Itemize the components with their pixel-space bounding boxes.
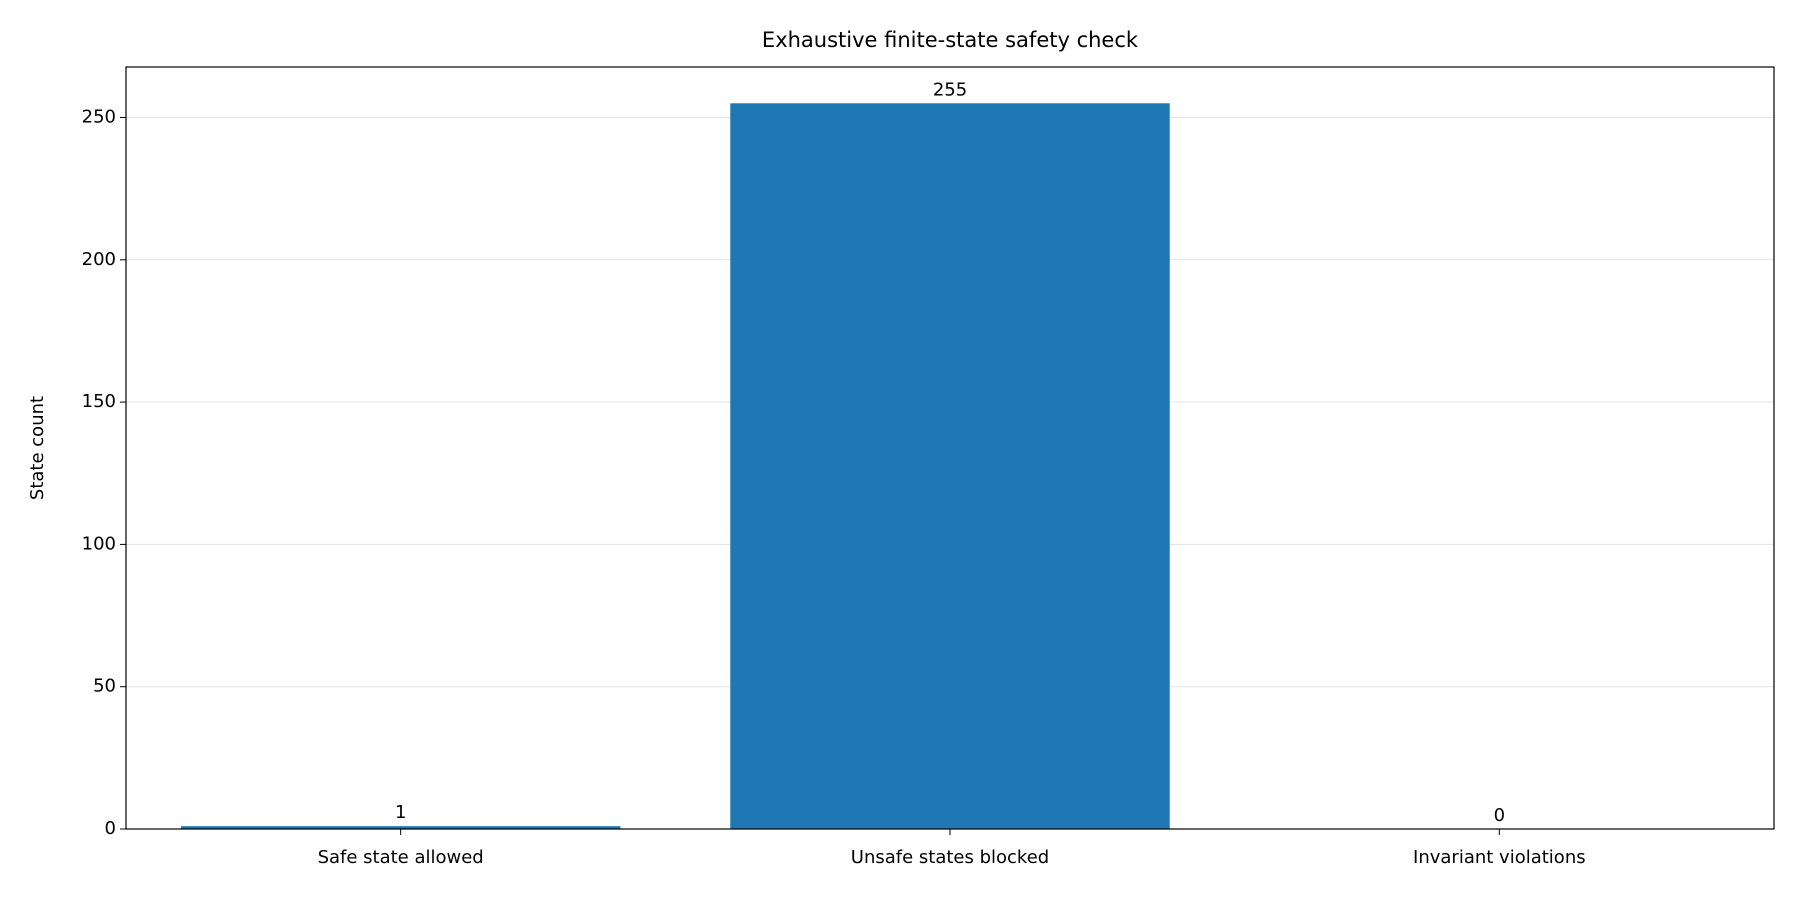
y-tick-label: 100 xyxy=(82,533,116,554)
y-axis-label: State count xyxy=(27,396,48,500)
y-tick-label: 0 xyxy=(105,818,116,839)
x-tick-label: Safe state allowed xyxy=(318,847,484,868)
value-label: 255 xyxy=(933,79,967,100)
x-tick-label: Unsafe states blocked xyxy=(851,847,1049,868)
y-tick-label: 150 xyxy=(82,391,116,412)
x-tick-label: Invariant violations xyxy=(1413,847,1586,868)
y-tick-label: 50 xyxy=(93,676,116,697)
bar xyxy=(730,103,1170,830)
value-label: 0 xyxy=(1494,805,1505,826)
value-label: 1 xyxy=(395,802,406,823)
y-tick-label: 250 xyxy=(82,107,116,128)
bar xyxy=(180,826,621,829)
chart-title: Exhaustive finite-state safety check xyxy=(762,28,1139,52)
y-tick-label: 200 xyxy=(82,249,116,270)
axes-frame xyxy=(125,66,1775,830)
